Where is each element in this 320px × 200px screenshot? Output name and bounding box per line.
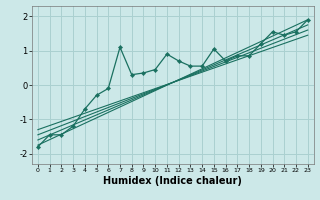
X-axis label: Humidex (Indice chaleur): Humidex (Indice chaleur) xyxy=(103,176,242,186)
